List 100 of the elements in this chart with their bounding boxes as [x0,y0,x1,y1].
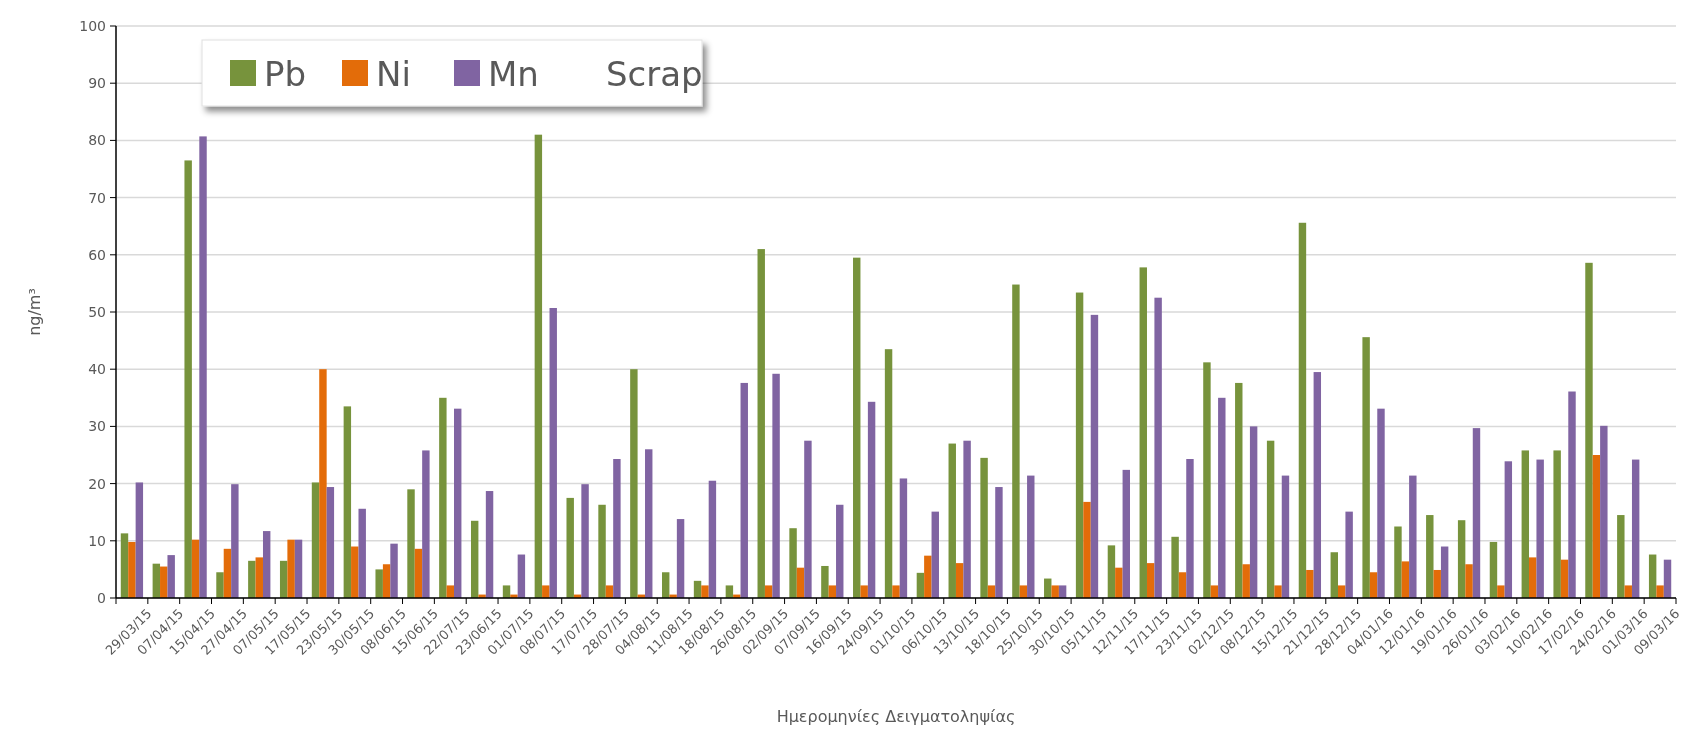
bar [1401,561,1410,598]
bar [1154,297,1162,598]
bar [701,585,709,598]
bar [1186,459,1194,598]
bar [764,585,773,598]
bar [1274,585,1282,598]
bar [1409,475,1417,598]
bar [995,487,1003,598]
bar [899,478,908,598]
bar [1553,450,1561,598]
bar [1394,526,1402,598]
y-tick-label: 90 [88,75,106,92]
bar [1203,362,1211,598]
bar [1330,552,1338,598]
bar [1027,475,1035,598]
bar [223,548,232,598]
bar [892,585,900,598]
y-tick-label: 20 [88,475,106,492]
bar [446,585,454,598]
bar [231,484,239,598]
bar [1529,557,1537,598]
bar [1624,585,1632,598]
bar [867,401,876,598]
bar [279,560,288,598]
bar [1242,564,1250,598]
bar [796,567,805,598]
bar [1592,455,1601,598]
bar [963,440,971,598]
bar [853,257,861,598]
bar [262,531,271,598]
legend-title: Scrap [606,54,703,94]
bar [120,533,129,598]
bar [549,308,557,598]
bar [128,541,136,598]
x-axis-title: Ημερομηνίες Δειγματοληψίας [776,707,1016,726]
bar [916,572,925,598]
bar [645,449,653,598]
y-tick-label: 60 [88,246,106,263]
bar [407,489,415,598]
bar [1122,469,1130,598]
bar [1497,585,1505,598]
bar [255,557,263,598]
bar [216,572,224,598]
bar [1107,545,1116,598]
bar [1075,292,1084,598]
bar [534,134,543,598]
bar [1472,428,1481,598]
bar [1058,585,1067,598]
y-tick-label: 80 [88,132,106,149]
bar [439,397,447,598]
bar [248,560,256,598]
bar [485,491,494,598]
bar [1338,585,1346,598]
bar [955,563,964,598]
bar [1298,222,1307,598]
bar [1178,572,1187,598]
bar [789,528,797,598]
bar [708,480,717,598]
bar [804,440,812,598]
legend-label: Ni [376,54,411,94]
bar [375,569,383,598]
bar [1012,284,1020,598]
bar [1663,559,1672,598]
bar [1440,546,1449,598]
bar [1313,372,1322,598]
y-tick-label: 70 [88,189,106,206]
bar [1249,426,1258,598]
bar [924,555,932,598]
bar [160,566,168,598]
bar [931,511,939,598]
bar [757,249,765,598]
bar [1600,425,1608,598]
bar [184,160,192,598]
bar [1489,541,1498,598]
bar [343,406,352,598]
bar [1051,585,1059,598]
bar [1218,397,1226,598]
bar [326,487,335,598]
bar [725,585,734,598]
bar [382,564,391,598]
bar [1426,515,1434,598]
bar [152,563,161,598]
bar [1648,554,1657,598]
bar [358,508,366,598]
legend-label: Mn [488,54,539,94]
bar [987,585,996,598]
bar [1362,337,1370,598]
bar [1377,408,1385,598]
bar [351,546,359,598]
bar [294,539,303,598]
bar [581,484,589,598]
bar [470,520,479,598]
bar [1171,536,1179,598]
bar [1568,391,1576,598]
y-tick-label: 0 [97,589,106,606]
y-axis-title: ng/m³ [25,288,44,336]
bar [1306,569,1314,598]
bar [1631,459,1640,598]
y-tick-label: 30 [88,418,106,435]
y-tick-label: 40 [88,361,106,378]
